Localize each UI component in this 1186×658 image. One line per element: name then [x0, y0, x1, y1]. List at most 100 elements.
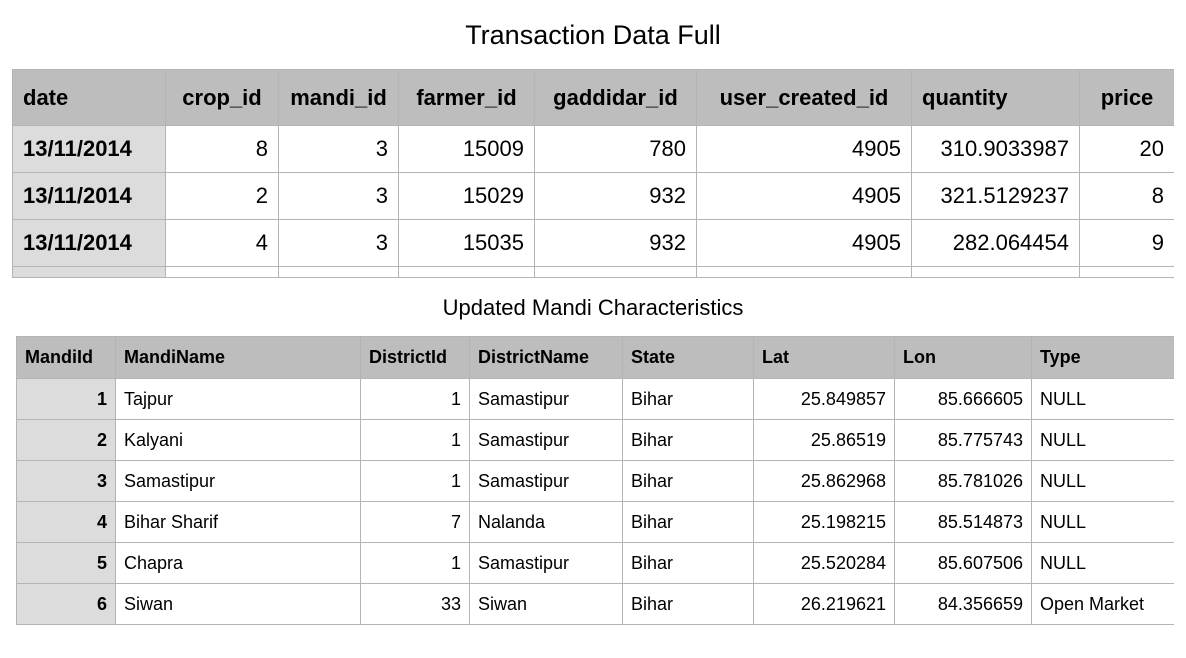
farmer-id-cell: 15009 — [398, 125, 535, 173]
mandi-id-cell: 4 — [16, 501, 116, 543]
column-header-mandi-name: MandiName — [115, 336, 361, 379]
district-id-cell: 33 — [360, 583, 470, 625]
mandi-table-title: Updated Mandi Characteristics — [442, 295, 744, 320]
transaction-table: date crop_id mandi_id farmer_id gaddidar… — [12, 69, 1174, 278]
district-id-cell: 7 — [360, 501, 470, 543]
type-cell: Open Market — [1031, 583, 1174, 625]
quantity-cell: 282.064454 — [911, 219, 1080, 267]
state-cell: Bihar — [622, 378, 754, 420]
table-row: 13/11/2014 8 3 15009 780 4905 310.903398… — [12, 125, 1174, 173]
mandi-name-cell: Bihar Sharif — [115, 501, 361, 543]
district-name-cell: Samastipur — [469, 542, 623, 584]
state-cell: Bihar — [622, 583, 754, 625]
district-name-cell: Siwan — [469, 583, 623, 625]
lon-cell: 85.781026 — [894, 460, 1032, 502]
district-name-cell: Nalanda — [469, 501, 623, 543]
user-created-id-cell: 4905 — [696, 219, 912, 267]
transaction-header-row: date crop_id mandi_id farmer_id gaddidar… — [12, 69, 1174, 126]
type-cell: NULL — [1031, 501, 1174, 543]
column-header-quantity: quantity — [911, 69, 1080, 126]
column-header-state: State — [622, 336, 754, 379]
user-created-id-cell: 4905 — [696, 172, 912, 220]
type-cell: NULL — [1031, 419, 1174, 461]
gaddidar-id-cell: 932 — [534, 219, 697, 267]
lon-cell: 85.666605 — [894, 378, 1032, 420]
column-header-user-created-id: user_created_id — [696, 69, 912, 126]
district-name-cell: Samastipur — [469, 419, 623, 461]
price-cell: 20 — [1079, 125, 1174, 173]
transaction-table-title: Transaction Data Full — [465, 20, 721, 50]
mandi-id-cell: 1 — [16, 378, 116, 420]
price-cell: 9 — [1079, 219, 1174, 267]
column-header-lat: Lat — [753, 336, 895, 379]
column-header-crop-id: crop_id — [165, 69, 279, 126]
mandi-id-cell: 5 — [16, 542, 116, 584]
crop-id-cell: 8 — [165, 125, 279, 173]
table-row: 5 Chapra 1 Samastipur Bihar 25.520284 85… — [16, 542, 1174, 584]
column-header-farmer-id: farmer_id — [398, 69, 535, 126]
gaddidar-id-cell: 932 — [534, 172, 697, 220]
quantity-cell: 321.5129237 — [911, 172, 1080, 220]
state-cell: Bihar — [622, 460, 754, 502]
farmer-id-cell: 15029 — [398, 172, 535, 220]
lat-cell: 25.849857 — [753, 378, 895, 420]
gaddidar-id-cell: 780 — [534, 125, 697, 173]
mandi-name-cell: Chapra — [115, 542, 361, 584]
table-row: 13/11/2014 2 3 15029 932 4905 321.512923… — [12, 172, 1174, 220]
crop-id-cell: 4 — [165, 219, 279, 267]
mandi-name-cell: Siwan — [115, 583, 361, 625]
column-header-gaddidar-id: gaddidar_id — [534, 69, 697, 126]
district-name-cell: Samastipur — [469, 378, 623, 420]
quantity-cell: 310.9033987 — [911, 125, 1080, 173]
state-cell: Bihar — [622, 542, 754, 584]
table-row: 13/11/2014 4 3 15035 932 4905 282.064454… — [12, 219, 1174, 267]
date-cell: 13/11/2014 — [12, 125, 166, 173]
mandi-name-cell: Samastipur — [115, 460, 361, 502]
table-row: 4 Bihar Sharif 7 Nalanda Bihar 25.198215… — [16, 501, 1174, 543]
column-header-type: Type — [1031, 336, 1174, 379]
table-row: 3 Samastipur 1 Samastipur Bihar 25.86296… — [16, 460, 1174, 502]
column-header-mandi-id: MandiId — [16, 336, 116, 379]
column-header-district-name: DistrictName — [469, 336, 623, 379]
table-row: 1 Tajpur 1 Samastipur Bihar 25.849857 85… — [16, 378, 1174, 420]
date-cell: 13/11/2014 — [12, 219, 166, 267]
mandi-id-cell: 2 — [16, 419, 116, 461]
type-cell: NULL — [1031, 542, 1174, 584]
mandi-id-cell: 3 — [16, 460, 116, 502]
user-created-id-cell: 4905 — [696, 125, 912, 173]
table-row: 2 Kalyani 1 Samastipur Bihar 25.86519 85… — [16, 419, 1174, 461]
lon-cell: 85.514873 — [894, 501, 1032, 543]
state-cell: Bihar — [622, 419, 754, 461]
mandi-id-cell: 6 — [16, 583, 116, 625]
lat-cell: 25.86519 — [753, 419, 895, 461]
mandi-name-cell: Tajpur — [115, 378, 361, 420]
lat-cell: 25.862968 — [753, 460, 895, 502]
date-cell: 13/11/2014 — [12, 172, 166, 220]
lat-cell: 25.198215 — [753, 501, 895, 543]
column-header-mandi-id: mandi_id — [278, 69, 399, 126]
lat-cell: 26.219621 — [753, 583, 895, 625]
mandi-header-row: MandiId MandiName DistrictId DistrictNam… — [16, 336, 1174, 379]
mandi-table: MandiId MandiName DistrictId DistrictNam… — [16, 336, 1174, 628]
column-header-date: date — [12, 69, 166, 126]
column-header-lon: Lon — [894, 336, 1032, 379]
district-id-cell: 1 — [360, 460, 470, 502]
lon-cell: 85.607506 — [894, 542, 1032, 584]
type-cell: NULL — [1031, 460, 1174, 502]
district-id-cell: 1 — [360, 378, 470, 420]
district-id-cell: 1 — [360, 542, 470, 584]
mandi-id-cell: 3 — [278, 172, 399, 220]
district-name-cell: Samastipur — [469, 460, 623, 502]
state-cell: Bihar — [622, 501, 754, 543]
district-id-cell: 1 — [360, 419, 470, 461]
farmer-id-cell: 15035 — [398, 219, 535, 267]
truncated-row — [12, 266, 1174, 278]
crop-id-cell: 2 — [165, 172, 279, 220]
table-row: 6 Siwan 33 Siwan Bihar 26.219621 84.3566… — [16, 583, 1174, 625]
lon-cell: 84.356659 — [894, 583, 1032, 625]
lon-cell: 85.775743 — [894, 419, 1032, 461]
price-cell: 8 — [1079, 172, 1174, 220]
mandi-id-cell: 3 — [278, 219, 399, 267]
type-cell: NULL — [1031, 378, 1174, 420]
lat-cell: 25.520284 — [753, 542, 895, 584]
